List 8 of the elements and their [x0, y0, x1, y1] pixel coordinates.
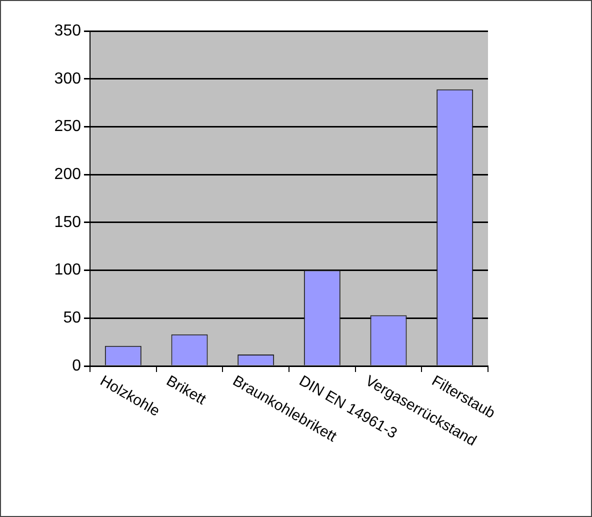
y-tick-label: 300	[54, 70, 82, 88]
y-tick-label: 200	[54, 166, 82, 183]
y-tick-label: 150	[54, 214, 82, 231]
y-tick-label: 250	[54, 118, 82, 136]
y-tick-label: 0	[72, 357, 82, 374]
y-tick-label: 50	[63, 310, 82, 327]
y-tick-label: 100	[54, 262, 82, 279]
y-tick-label: 350	[54, 22, 82, 40]
